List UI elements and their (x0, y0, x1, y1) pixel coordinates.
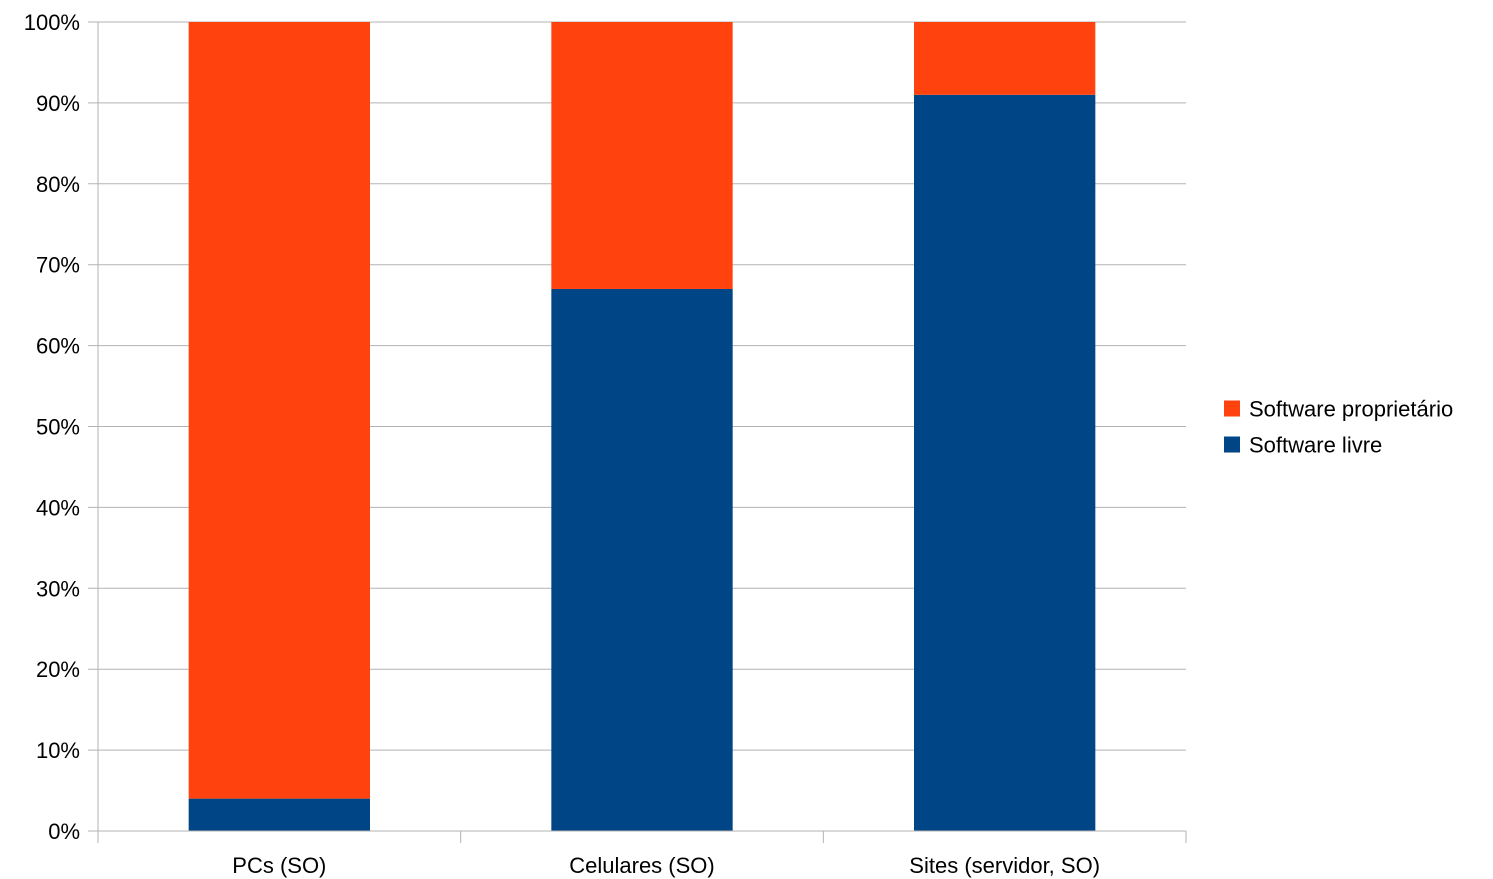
y-tick-label: 30% (36, 576, 80, 601)
legend-swatch (1224, 436, 1240, 453)
y-tick-labels: 0% 10% 20% 30% 40% 50% 60% 70% 80% 90% 100% (24, 10, 80, 844)
x-tick-label: PCs (SO) (232, 853, 326, 878)
y-tick-label: 60% (36, 334, 80, 359)
legend-label: Software proprietário (1249, 397, 1453, 422)
y-tick-label: 40% (36, 495, 80, 520)
axes (97, 22, 1187, 843)
legend: Software proprietário Software livre (1224, 397, 1453, 458)
y-tick-label: 50% (36, 415, 80, 440)
bar-segment (188, 22, 370, 799)
y-tick-label: 20% (36, 657, 80, 682)
bar-segment (914, 94, 1096, 831)
bar-segment (914, 22, 1096, 95)
x-tick-label: Sites (servidor, SO) (909, 853, 1100, 878)
legend-label: Software livre (1249, 433, 1382, 458)
bar-segment (188, 798, 370, 831)
y-tick-label: 0% (48, 819, 80, 844)
bars (188, 22, 1096, 832)
y-tick-label: 90% (36, 91, 80, 116)
y-tick-label: 100% (24, 10, 80, 35)
y-tick-label: 10% (36, 738, 80, 763)
x-tick-label: Celulares (SO) (569, 853, 714, 878)
y-tick-label: 70% (36, 253, 80, 278)
legend-swatch (1224, 400, 1240, 417)
x-tick-labels: PCs (SO) Celulares (SO) Sites (servidor, S… (232, 853, 1100, 878)
bar-segment (551, 288, 733, 832)
bar-segment (551, 22, 733, 289)
y-tick-label: 80% (36, 172, 80, 197)
